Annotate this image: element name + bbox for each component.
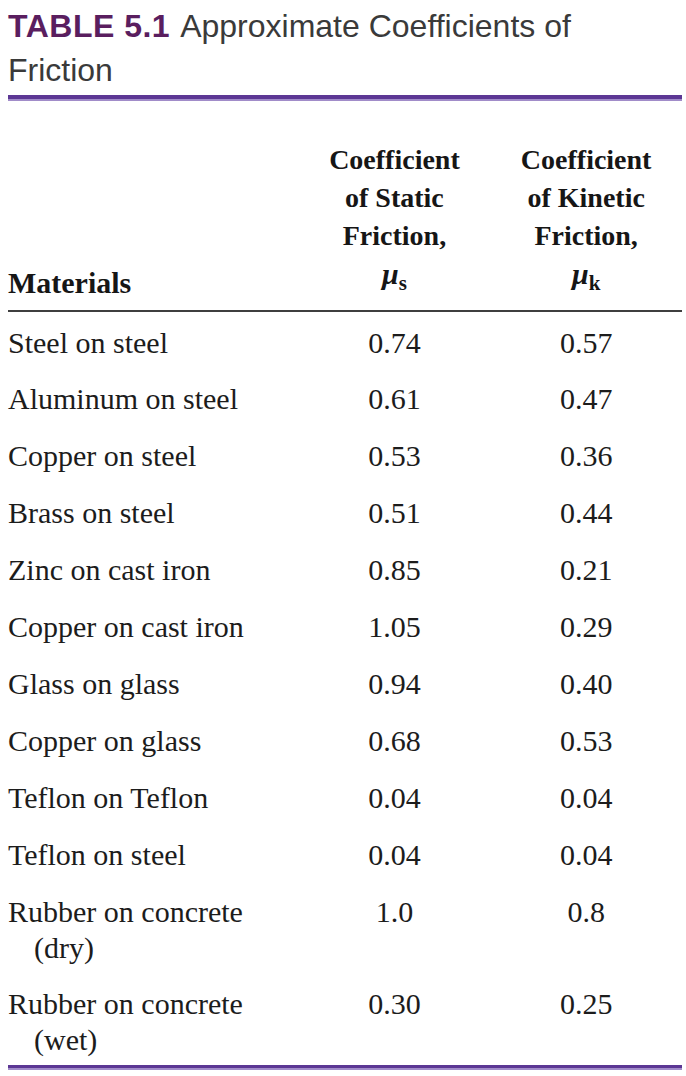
mu-glyph: μ (382, 257, 399, 290)
column-header-materials: Materials (8, 101, 299, 311)
material-cell: Copper on steel (8, 425, 299, 482)
kinetic-header-line: Coefficient (490, 141, 682, 179)
static-header-line: Friction, (299, 217, 491, 255)
mu-s-symbol: μs (299, 255, 491, 302)
material-name: Copper on cast iron (8, 609, 299, 645)
material-name: Glass on glass (8, 666, 299, 702)
mu-subscript: k (589, 271, 601, 295)
kinetic-coefficient-value: 0.21 (490, 539, 682, 596)
material-cell: Copper on cast iron (8, 596, 299, 653)
static-coefficient-value: 0.74 (299, 311, 491, 368)
kinetic-coefficient-value: 0.25 (490, 973, 682, 1065)
material-name: Copper on steel (8, 438, 299, 474)
material-cell: Zinc on cast iron (8, 539, 299, 596)
kinetic-header-line: Friction, (490, 217, 682, 255)
table-header: Materials Coefficient of Static Friction… (8, 101, 682, 311)
kinetic-coefficient-value: 0.47 (490, 368, 682, 425)
material-name: Copper on glass (8, 723, 299, 759)
static-coefficient-value: 0.53 (299, 425, 491, 482)
material-name: Rubber on concrete (8, 986, 299, 1022)
table-row: Aluminum on steel 0.61 0.47 (8, 368, 682, 425)
static-coefficient-value: 0.61 (299, 368, 491, 425)
static-coefficient-value: 0.51 (299, 482, 491, 539)
table-row: Rubber on concrete (dry) 1.0 0.8 (8, 881, 682, 973)
table-row: Brass on steel 0.51 0.44 (8, 482, 682, 539)
table-row: Teflon on Teflon 0.04 0.04 (8, 767, 682, 824)
material-cell: Teflon on Teflon (8, 767, 299, 824)
static-coefficient-value: 1.05 (299, 596, 491, 653)
column-header-kinetic-friction: Coefficient of Kinetic Friction, μk (490, 101, 682, 311)
table-row: Steel on steel 0.74 0.57 (8, 311, 682, 368)
static-coefficient-value: 0.68 (299, 710, 491, 767)
static-coefficient-value: 0.30 (299, 973, 491, 1065)
table-row: Copper on glass 0.68 0.53 (8, 710, 682, 767)
material-condition: (dry) (8, 930, 299, 966)
material-name: Steel on steel (8, 325, 299, 361)
material-name: Aluminum on steel (8, 381, 299, 417)
kinetic-coefficient-value: 0.8 (490, 881, 682, 973)
kinetic-header-line: of Kinetic (490, 179, 682, 217)
table-row: Glass on glass 0.94 0.40 (8, 653, 682, 710)
static-coefficient-value: 0.04 (299, 767, 491, 824)
coefficients-table: Materials Coefficient of Static Friction… (8, 101, 682, 1065)
material-cell: Rubber on concrete (dry) (8, 881, 299, 973)
static-coefficient-value: 0.85 (299, 539, 491, 596)
table-body: Steel on steel 0.74 0.57 Aluminum on ste… (8, 311, 682, 1065)
kinetic-coefficient-value: 0.53 (490, 710, 682, 767)
material-cell: Aluminum on steel (8, 368, 299, 425)
static-coefficient-value: 0.04 (299, 824, 491, 881)
table-row: Zinc on cast iron 0.85 0.21 (8, 539, 682, 596)
kinetic-coefficient-value: 0.57 (490, 311, 682, 368)
mu-subscript: s (399, 271, 407, 295)
bottom-divider-rule (8, 1065, 682, 1070)
kinetic-coefficient-value: 0.44 (490, 482, 682, 539)
material-cell: Steel on steel (8, 311, 299, 368)
material-name: Rubber on concrete (8, 894, 299, 930)
material-name: Teflon on steel (8, 837, 299, 873)
material-name: Zinc on cast iron (8, 552, 299, 588)
kinetic-coefficient-value: 0.29 (490, 596, 682, 653)
kinetic-coefficient-value: 0.04 (490, 824, 682, 881)
material-cell: Glass on glass (8, 653, 299, 710)
column-header-static-friction: Coefficient of Static Friction, μs (299, 101, 491, 311)
table-row: Rubber on concrete (wet) 0.30 0.25 (8, 973, 682, 1065)
table-row: Teflon on steel 0.04 0.04 (8, 824, 682, 881)
material-cell: Brass on steel (8, 482, 299, 539)
kinetic-coefficient-value: 0.04 (490, 767, 682, 824)
kinetic-coefficient-value: 0.40 (490, 653, 682, 710)
table-number: TABLE 5.1 (8, 8, 170, 44)
header-row: Materials Coefficient of Static Friction… (8, 101, 682, 311)
static-coefficient-value: 1.0 (299, 881, 491, 973)
static-header-line: of Static (299, 179, 491, 217)
material-name: Teflon on Teflon (8, 780, 299, 816)
mu-k-symbol: μk (490, 255, 682, 302)
table-row: Copper on cast iron 1.05 0.29 (8, 596, 682, 653)
material-cell: Copper on glass (8, 710, 299, 767)
material-name: Brass on steel (8, 495, 299, 531)
static-coefficient-value: 0.94 (299, 653, 491, 710)
friction-table-figure: TABLE 5.1Approximate Coefficients of Fri… (0, 0, 686, 1076)
material-cell: Rubber on concrete (wet) (8, 973, 299, 1065)
static-header-line: Coefficient (299, 141, 491, 179)
materials-header-label: Materials (8, 266, 131, 299)
kinetic-coefficient-value: 0.36 (490, 425, 682, 482)
table-title: TABLE 5.1Approximate Coefficients of Fri… (8, 0, 648, 92)
mu-glyph: μ (572, 257, 589, 290)
material-cell: Teflon on steel (8, 824, 299, 881)
table-row: Copper on steel 0.53 0.36 (8, 425, 682, 482)
material-condition: (wet) (8, 1022, 299, 1058)
